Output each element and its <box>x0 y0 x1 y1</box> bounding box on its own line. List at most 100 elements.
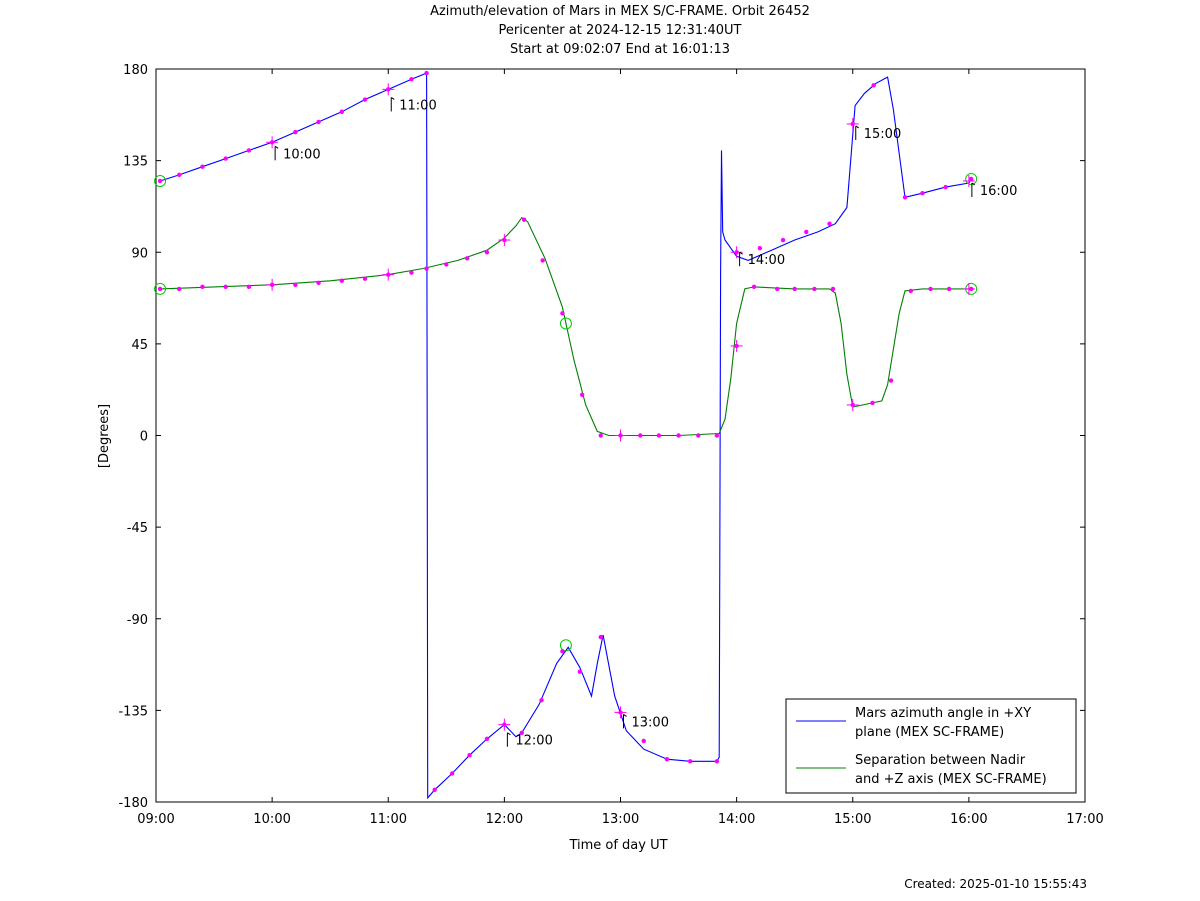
hour-annotation-label: 11:00 <box>399 98 436 113</box>
annotation-pointer-hook <box>507 732 511 736</box>
data-point <box>432 787 437 792</box>
data-point <box>444 262 449 267</box>
data-point <box>465 256 470 261</box>
series-line <box>159 72 972 800</box>
data-point <box>540 258 545 263</box>
annotation-pointer-hook <box>971 182 976 186</box>
y-tick-label: -45 <box>127 521 148 536</box>
data-point <box>316 280 321 285</box>
data-point <box>316 119 321 125</box>
data-point <box>968 176 974 182</box>
data-point <box>888 378 894 383</box>
hour-annotation-label: 12:00 <box>515 734 552 749</box>
y-tick-label: 180 <box>123 63 148 78</box>
data-point <box>293 282 298 288</box>
data-point <box>521 217 527 222</box>
data-point <box>928 286 933 292</box>
legend-entry-text: Mars azimuth angle in +XY <box>855 706 1031 721</box>
data-point <box>664 757 670 762</box>
data-point <box>946 286 952 292</box>
data-point <box>293 129 298 135</box>
data-point <box>714 759 720 764</box>
marker-circle <box>965 172 978 185</box>
data-point <box>577 669 583 674</box>
legend-entry-text: plane (MEX SC-FRAME) <box>855 725 1004 740</box>
data-point <box>870 400 875 406</box>
data-point <box>751 284 757 290</box>
y-tick-label: 45 <box>131 338 148 353</box>
data-point <box>757 245 763 251</box>
y-tick-label: 0 <box>140 430 148 445</box>
data-point <box>560 311 565 316</box>
data-point <box>871 83 876 88</box>
data-point <box>943 184 948 190</box>
y-tick-label: 135 <box>123 155 148 170</box>
annotation-pointer-hook <box>274 145 279 149</box>
data-point <box>246 284 252 290</box>
data-point <box>484 736 490 742</box>
marker-circle <box>154 282 167 295</box>
chart-title-line-3: Start at 09:02:07 End at 16:01:13 <box>509 42 731 57</box>
data-point <box>409 76 414 82</box>
data-point <box>157 178 163 184</box>
x-tick-label: 17:00 <box>1066 812 1103 827</box>
x-axis-label: Time of day UT <box>568 838 667 853</box>
x-tick-label: 13:00 <box>602 812 639 827</box>
data-point <box>246 148 252 153</box>
hour-annotation-label: 14:00 <box>748 253 785 268</box>
annotation-pointer-hook <box>855 125 860 129</box>
data-point <box>598 634 603 640</box>
data-point <box>560 649 565 654</box>
data-point <box>409 270 414 275</box>
annotation-pointer-hook <box>739 251 743 255</box>
marker-circle <box>154 174 167 187</box>
hour-annotation-label: 13:00 <box>632 715 669 730</box>
data-point <box>362 276 368 281</box>
data-point <box>200 284 205 290</box>
data-point <box>827 221 832 226</box>
x-tick-label: 12:00 <box>486 812 523 827</box>
data-point <box>775 286 780 292</box>
data-point <box>539 697 544 703</box>
data-point <box>200 164 205 169</box>
data-point <box>339 278 344 283</box>
data-point <box>339 109 344 114</box>
annotation-pointer-hook <box>623 713 627 717</box>
x-tick-label: 15:00 <box>834 812 871 827</box>
data-point <box>484 250 490 255</box>
hour-annotation-label: 16:00 <box>980 184 1017 199</box>
data-point <box>687 759 693 764</box>
data-point <box>676 433 681 438</box>
data-point <box>830 286 836 292</box>
data-point <box>908 288 914 294</box>
data-point <box>519 730 524 735</box>
data-point <box>780 237 786 243</box>
legend-box <box>785 698 1077 794</box>
data-point <box>362 97 368 102</box>
x-tick-label: 16:00 <box>950 812 987 827</box>
x-tick-label: 10:00 <box>253 812 290 827</box>
y-tick-label: -180 <box>118 796 148 811</box>
series-line <box>160 216 972 437</box>
data-point <box>449 771 455 776</box>
y-tick-label: 90 <box>131 246 148 261</box>
y-tick-label: -90 <box>127 613 148 628</box>
data-point <box>424 70 429 76</box>
data-point <box>638 433 643 438</box>
created-timestamp: Created: 2025-01-10 15:55:43 <box>904 877 1087 891</box>
hour-annotation-label: 15:00 <box>864 127 901 142</box>
x-tick-label: 11:00 <box>370 812 407 827</box>
hour-annotation-label: 10:00 <box>283 147 320 162</box>
data-point <box>579 392 585 397</box>
y-tick-label: -135 <box>118 704 148 719</box>
data-point <box>804 229 809 235</box>
data-point <box>157 286 163 292</box>
legend-entry-text: Separation between Nadir <box>855 753 1026 768</box>
x-tick-label: 09:00 <box>137 812 174 827</box>
data-point <box>792 286 797 292</box>
data-point <box>641 738 646 744</box>
marker-circle <box>559 639 572 652</box>
data-point <box>902 195 908 200</box>
x-tick-label: 14:00 <box>718 812 755 827</box>
